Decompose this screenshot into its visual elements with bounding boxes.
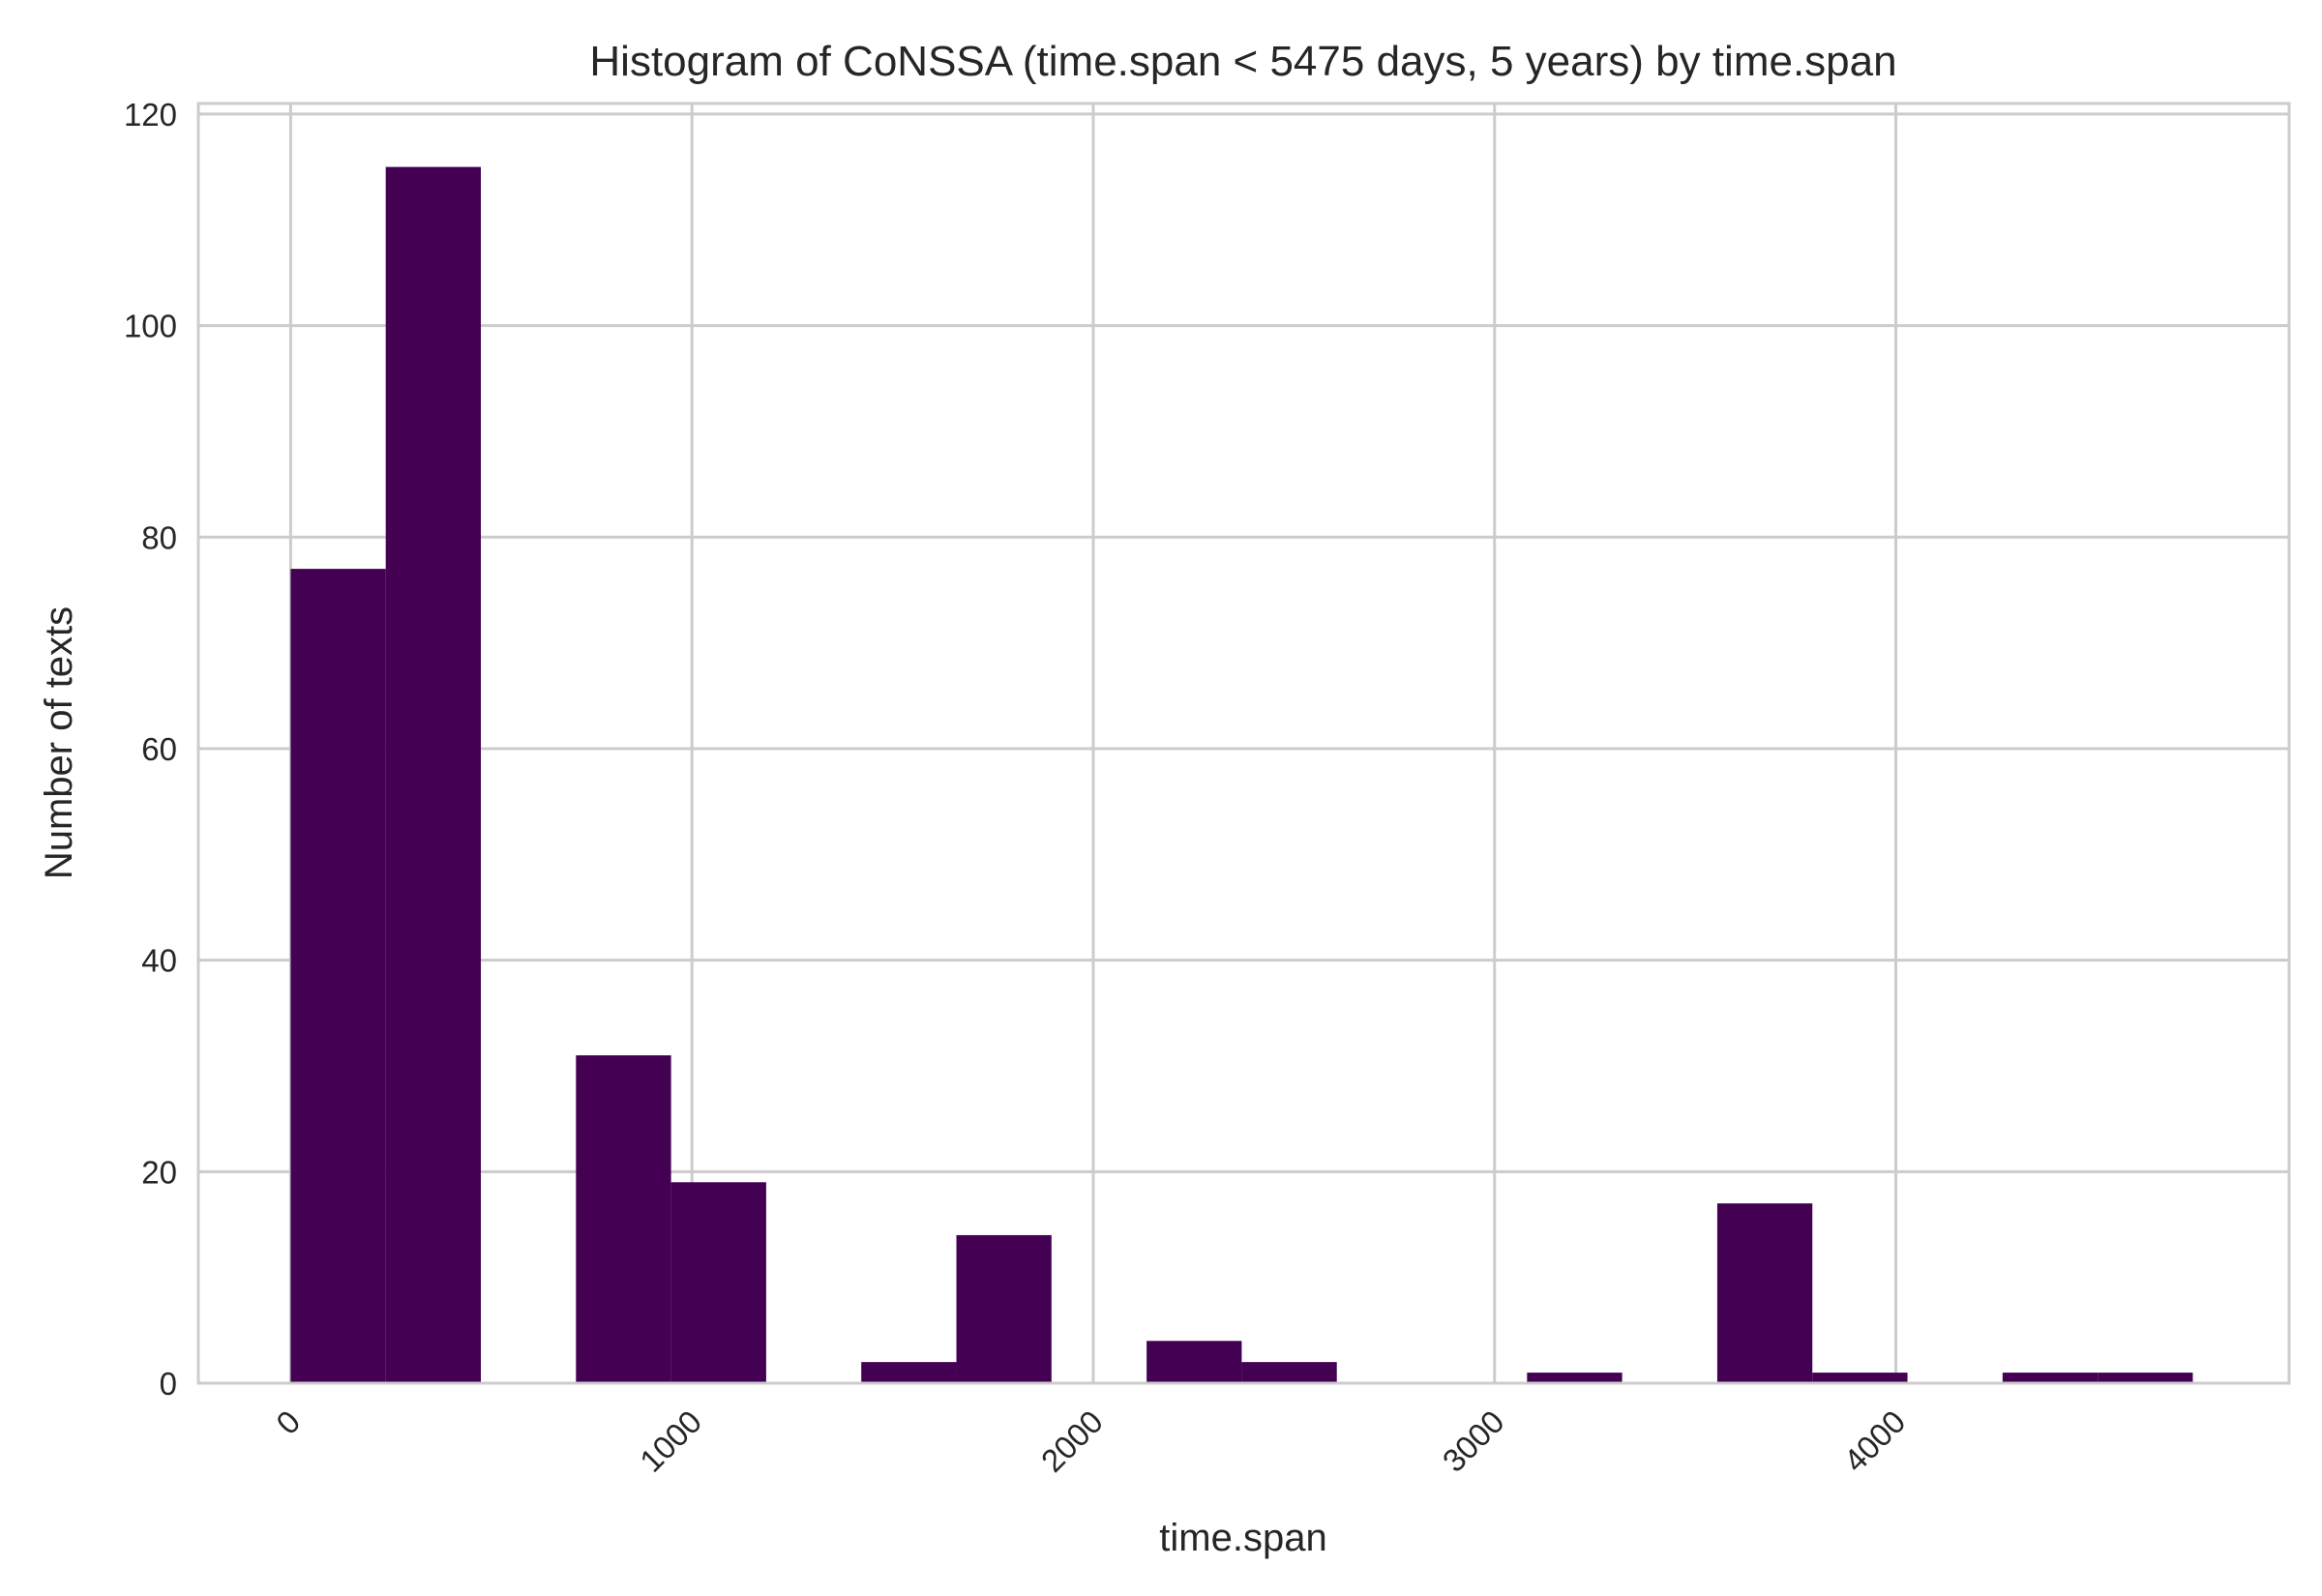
x-tick-label: 2000 [1034, 1404, 1110, 1479]
x-tick-label: 0 [269, 1404, 307, 1441]
y-tick-label: 100 [124, 309, 177, 344]
grid-layer [198, 103, 2289, 1385]
histogram-bar [2098, 1373, 2193, 1383]
x-tick-label: 1000 [633, 1404, 708, 1479]
histogram-bar [670, 1182, 766, 1383]
histogram-bar [576, 1055, 671, 1383]
x-tick-label: 4000 [1836, 1404, 1912, 1479]
y-tick-label: 0 [160, 1366, 177, 1402]
y-axis-label: Number of texts [38, 606, 80, 879]
histogram-bar [861, 1362, 957, 1383]
bars-layer [290, 166, 2193, 1384]
histogram-bar [385, 166, 482, 1384]
chart-title: Histogram of CoNSSA (time.span < 5475 da… [589, 38, 1896, 85]
plot-frame [196, 102, 2291, 1385]
x-axis-label: time.span [1159, 1517, 1326, 1559]
x-tick-label: 3000 [1436, 1404, 1511, 1479]
y-tick-label: 40 [141, 943, 177, 979]
y-tick-label: 60 [141, 731, 177, 767]
histogram-bar [1241, 1362, 1337, 1383]
y-tick-label: 80 [141, 519, 177, 555]
y-tick-label: 20 [141, 1154, 177, 1190]
histogram-bar [1146, 1341, 1242, 1383]
histogram-bar [1716, 1203, 1813, 1383]
histogram-bar [2002, 1373, 2099, 1383]
histogram-bar [290, 569, 386, 1383]
histogram-bar [1812, 1373, 1908, 1383]
histogram-bar [1527, 1373, 1622, 1383]
histogram-bar [956, 1234, 1052, 1383]
y-tick-label: 120 [124, 97, 177, 133]
